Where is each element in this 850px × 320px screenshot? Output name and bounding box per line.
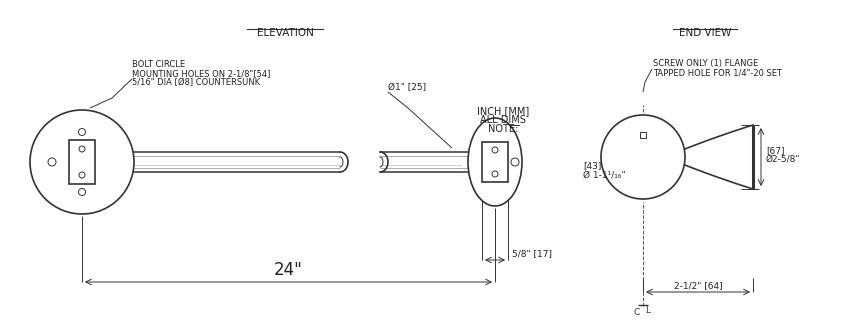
Text: SCREW ONLY (1) FLANGE: SCREW ONLY (1) FLANGE <box>653 59 758 68</box>
Text: 24": 24" <box>274 261 303 279</box>
Circle shape <box>601 115 685 199</box>
Circle shape <box>30 110 134 214</box>
Text: NOTE:: NOTE: <box>488 124 518 134</box>
Bar <box>69 140 95 184</box>
Text: END VIEW: END VIEW <box>679 28 731 38</box>
Text: TAPPED HOLE FOR 1/4"-20 SET: TAPPED HOLE FOR 1/4"-20 SET <box>653 68 782 77</box>
Text: [43]: [43] <box>583 161 601 170</box>
Text: ALL DIMS: ALL DIMS <box>480 115 526 125</box>
Text: Ø2-5/8": Ø2-5/8" <box>766 154 801 163</box>
Text: 5/16" DIA [Ø8] COUNTERSUNK: 5/16" DIA [Ø8] COUNTERSUNK <box>132 78 260 87</box>
Text: MOUNTING HOLES ON 2-1/8"[54]: MOUNTING HOLES ON 2-1/8"[54] <box>132 69 270 78</box>
Text: L: L <box>645 306 650 315</box>
Text: 2-1/2" [64]: 2-1/2" [64] <box>674 281 722 290</box>
Bar <box>640 132 646 138</box>
Text: INCH [MM]: INCH [MM] <box>477 106 529 116</box>
Text: BOLT CIRCLE: BOLT CIRCLE <box>132 60 185 69</box>
Bar <box>482 142 508 182</box>
Text: C: C <box>634 308 640 317</box>
Text: Ø 1-1¹/₁₆": Ø 1-1¹/₁₆" <box>583 170 626 179</box>
Text: 5/8" [17]: 5/8" [17] <box>512 249 552 258</box>
Text: ELEVATION: ELEVATION <box>257 28 314 38</box>
Text: [67]: [67] <box>766 146 785 155</box>
Text: Ø1" [25]: Ø1" [25] <box>388 84 426 92</box>
Ellipse shape <box>468 118 522 206</box>
